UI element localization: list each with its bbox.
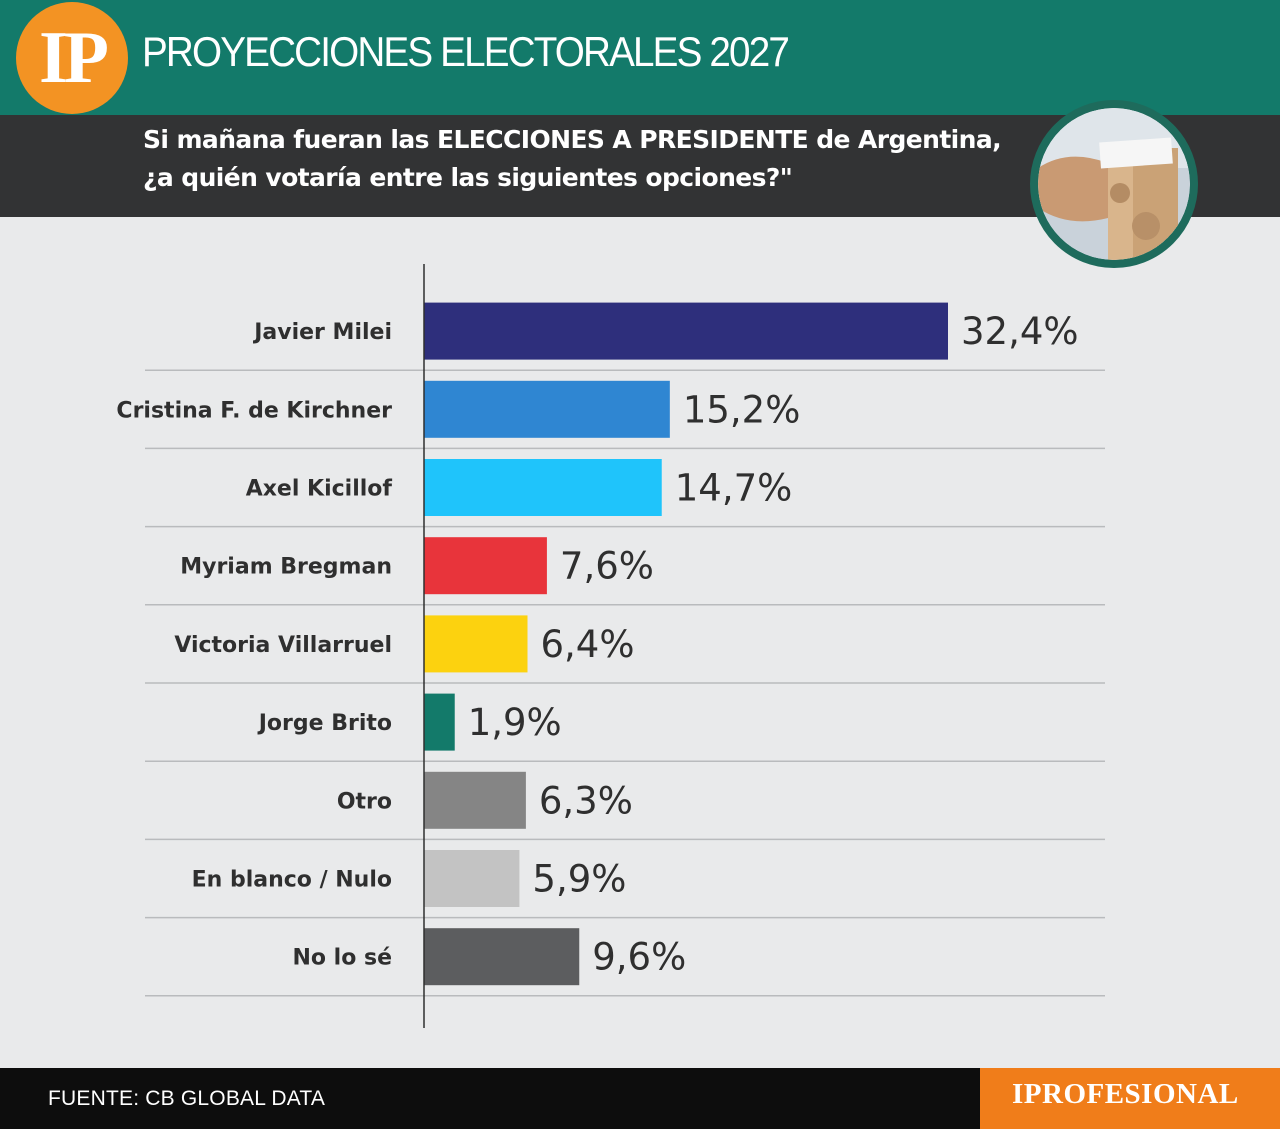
- value-label: 15,2%: [683, 388, 801, 431]
- ballot-box-photo: [1030, 100, 1198, 268]
- bar: [424, 537, 547, 595]
- survey-question: Si mañana fueran las ELECCIONES A PRESID…: [143, 121, 1002, 197]
- category-label: Myriam Bregman: [180, 555, 392, 580]
- page-title: PROYECCIONES ELECTORALES 2027: [142, 28, 790, 75]
- category-label: Cristina F. de Kirchner: [116, 398, 392, 423]
- category-label: Javier Milei: [252, 320, 392, 345]
- value-label: 5,9%: [532, 858, 626, 901]
- bar: [424, 850, 520, 907]
- bar: [424, 380, 670, 438]
- header-band: [0, 0, 1280, 115]
- value-label: 14,7%: [675, 467, 793, 510]
- value-label: 7,6%: [560, 545, 654, 588]
- source-text: FUENTE: CB GLOBAL DATA: [48, 1087, 326, 1110]
- value-label: 1,9%: [468, 701, 562, 744]
- bar: [424, 302, 948, 360]
- question-line-2: ¿a quién votaría entre las siguientes op…: [143, 163, 793, 192]
- brand-logo-text: IPROFESIONAL: [1012, 1078, 1239, 1110]
- category-label: Jorge Brito: [257, 711, 392, 736]
- value-label: 6,4%: [541, 623, 635, 666]
- bar: [424, 459, 662, 516]
- category-label: Axel Kicillof: [246, 477, 393, 502]
- category-label: No lo sé: [292, 946, 392, 971]
- footer-band: [0, 1068, 980, 1129]
- value-label: 32,4%: [961, 310, 1079, 353]
- question-line-1: Si mañana fueran las ELECCIONES A PRESID…: [143, 125, 1002, 154]
- bar: [424, 615, 528, 673]
- value-label: 9,6%: [592, 936, 686, 979]
- category-label: Otro: [337, 789, 392, 814]
- logo-text: IP: [39, 16, 109, 99]
- ip-logo: IP: [16, 2, 128, 114]
- bar-chart: Javier Milei 32,4% Cristina F. de Kirchner…: [116, 264, 1105, 1028]
- category-label: Victoria Villarruel: [174, 633, 392, 658]
- bar: [424, 928, 580, 986]
- category-label: En blanco / Nulo: [192, 868, 392, 893]
- bar: [424, 693, 455, 751]
- value-label: 6,3%: [539, 779, 633, 822]
- brand-band: [980, 1068, 1280, 1129]
- bar: [424, 771, 526, 829]
